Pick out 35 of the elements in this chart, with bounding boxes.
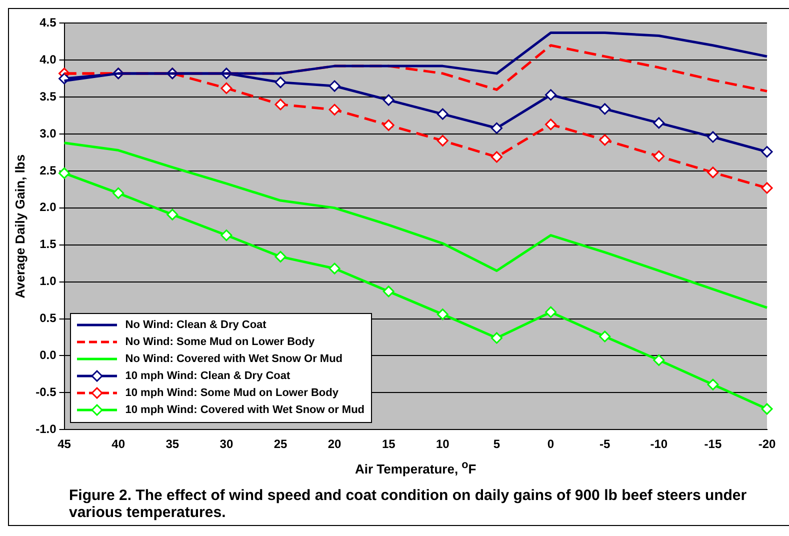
- y-tick-label: 4.5: [40, 16, 57, 30]
- x-tick-label: 0: [547, 437, 554, 452]
- x-tick-label: 30: [220, 437, 234, 452]
- y-tick-label: 2.0: [40, 200, 57, 214]
- x-tick-label: -5: [599, 437, 610, 452]
- legend-label: 10 mph Wind: Some Mud on Lower Body: [125, 387, 338, 400]
- x-tick-label: 10: [436, 437, 450, 452]
- x-tick-label: 5: [493, 437, 500, 452]
- y-tick-label: 0.5: [40, 311, 57, 326]
- y-tick-label: 1.5: [40, 237, 57, 252]
- y-tick-label: 2.5: [40, 163, 57, 178]
- y-tick-label: 3.0: [40, 126, 57, 140]
- legend-label: No Wind: Clean & Dry Coat: [125, 319, 266, 332]
- y-tick-label: 4.0: [40, 52, 57, 66]
- y-tick-label: 3.5: [40, 89, 57, 104]
- legend-label: No Wind: Some Mud on Lower Body: [125, 336, 315, 348]
- y-tick-label: 1.0: [40, 274, 57, 288]
- legend-label: No Wind: Covered with Wet Snow Or Mud: [125, 353, 343, 366]
- x-tick-label: 25: [274, 437, 288, 452]
- legend-label: 10 mph Wind: Covered with Wet Snow or Mud: [125, 404, 365, 416]
- y-tick-label: -0.5: [36, 384, 57, 399]
- y-tick-label: 0.0: [40, 348, 57, 362]
- x-tick-label: 45: [58, 437, 72, 452]
- x-axis-title: Air Temperature, $^{o}$F: [354, 459, 478, 476]
- y-tick-label: -1.0: [36, 422, 57, 436]
- x-tick-label: -10: [650, 437, 668, 452]
- x-tick-label: 40: [112, 437, 126, 452]
- legend-label: 10 mph Wind: Clean & Dry Coat: [125, 370, 290, 382]
- caption: Figure 2. The effect of wind speed and coat condition on daily gains of 900 lb beef steers under various temperatures.: [69, 487, 748, 521]
- y-axis-title: Average Daily Gain, lbs: [12, 154, 28, 298]
- x-tick-label: -15: [704, 437, 722, 452]
- x-tick-label: 35: [166, 437, 180, 452]
- x-tick-label: 20: [328, 437, 342, 452]
- x-tick-label: 15: [382, 437, 396, 452]
- x-tick-label: -20: [758, 437, 776, 452]
